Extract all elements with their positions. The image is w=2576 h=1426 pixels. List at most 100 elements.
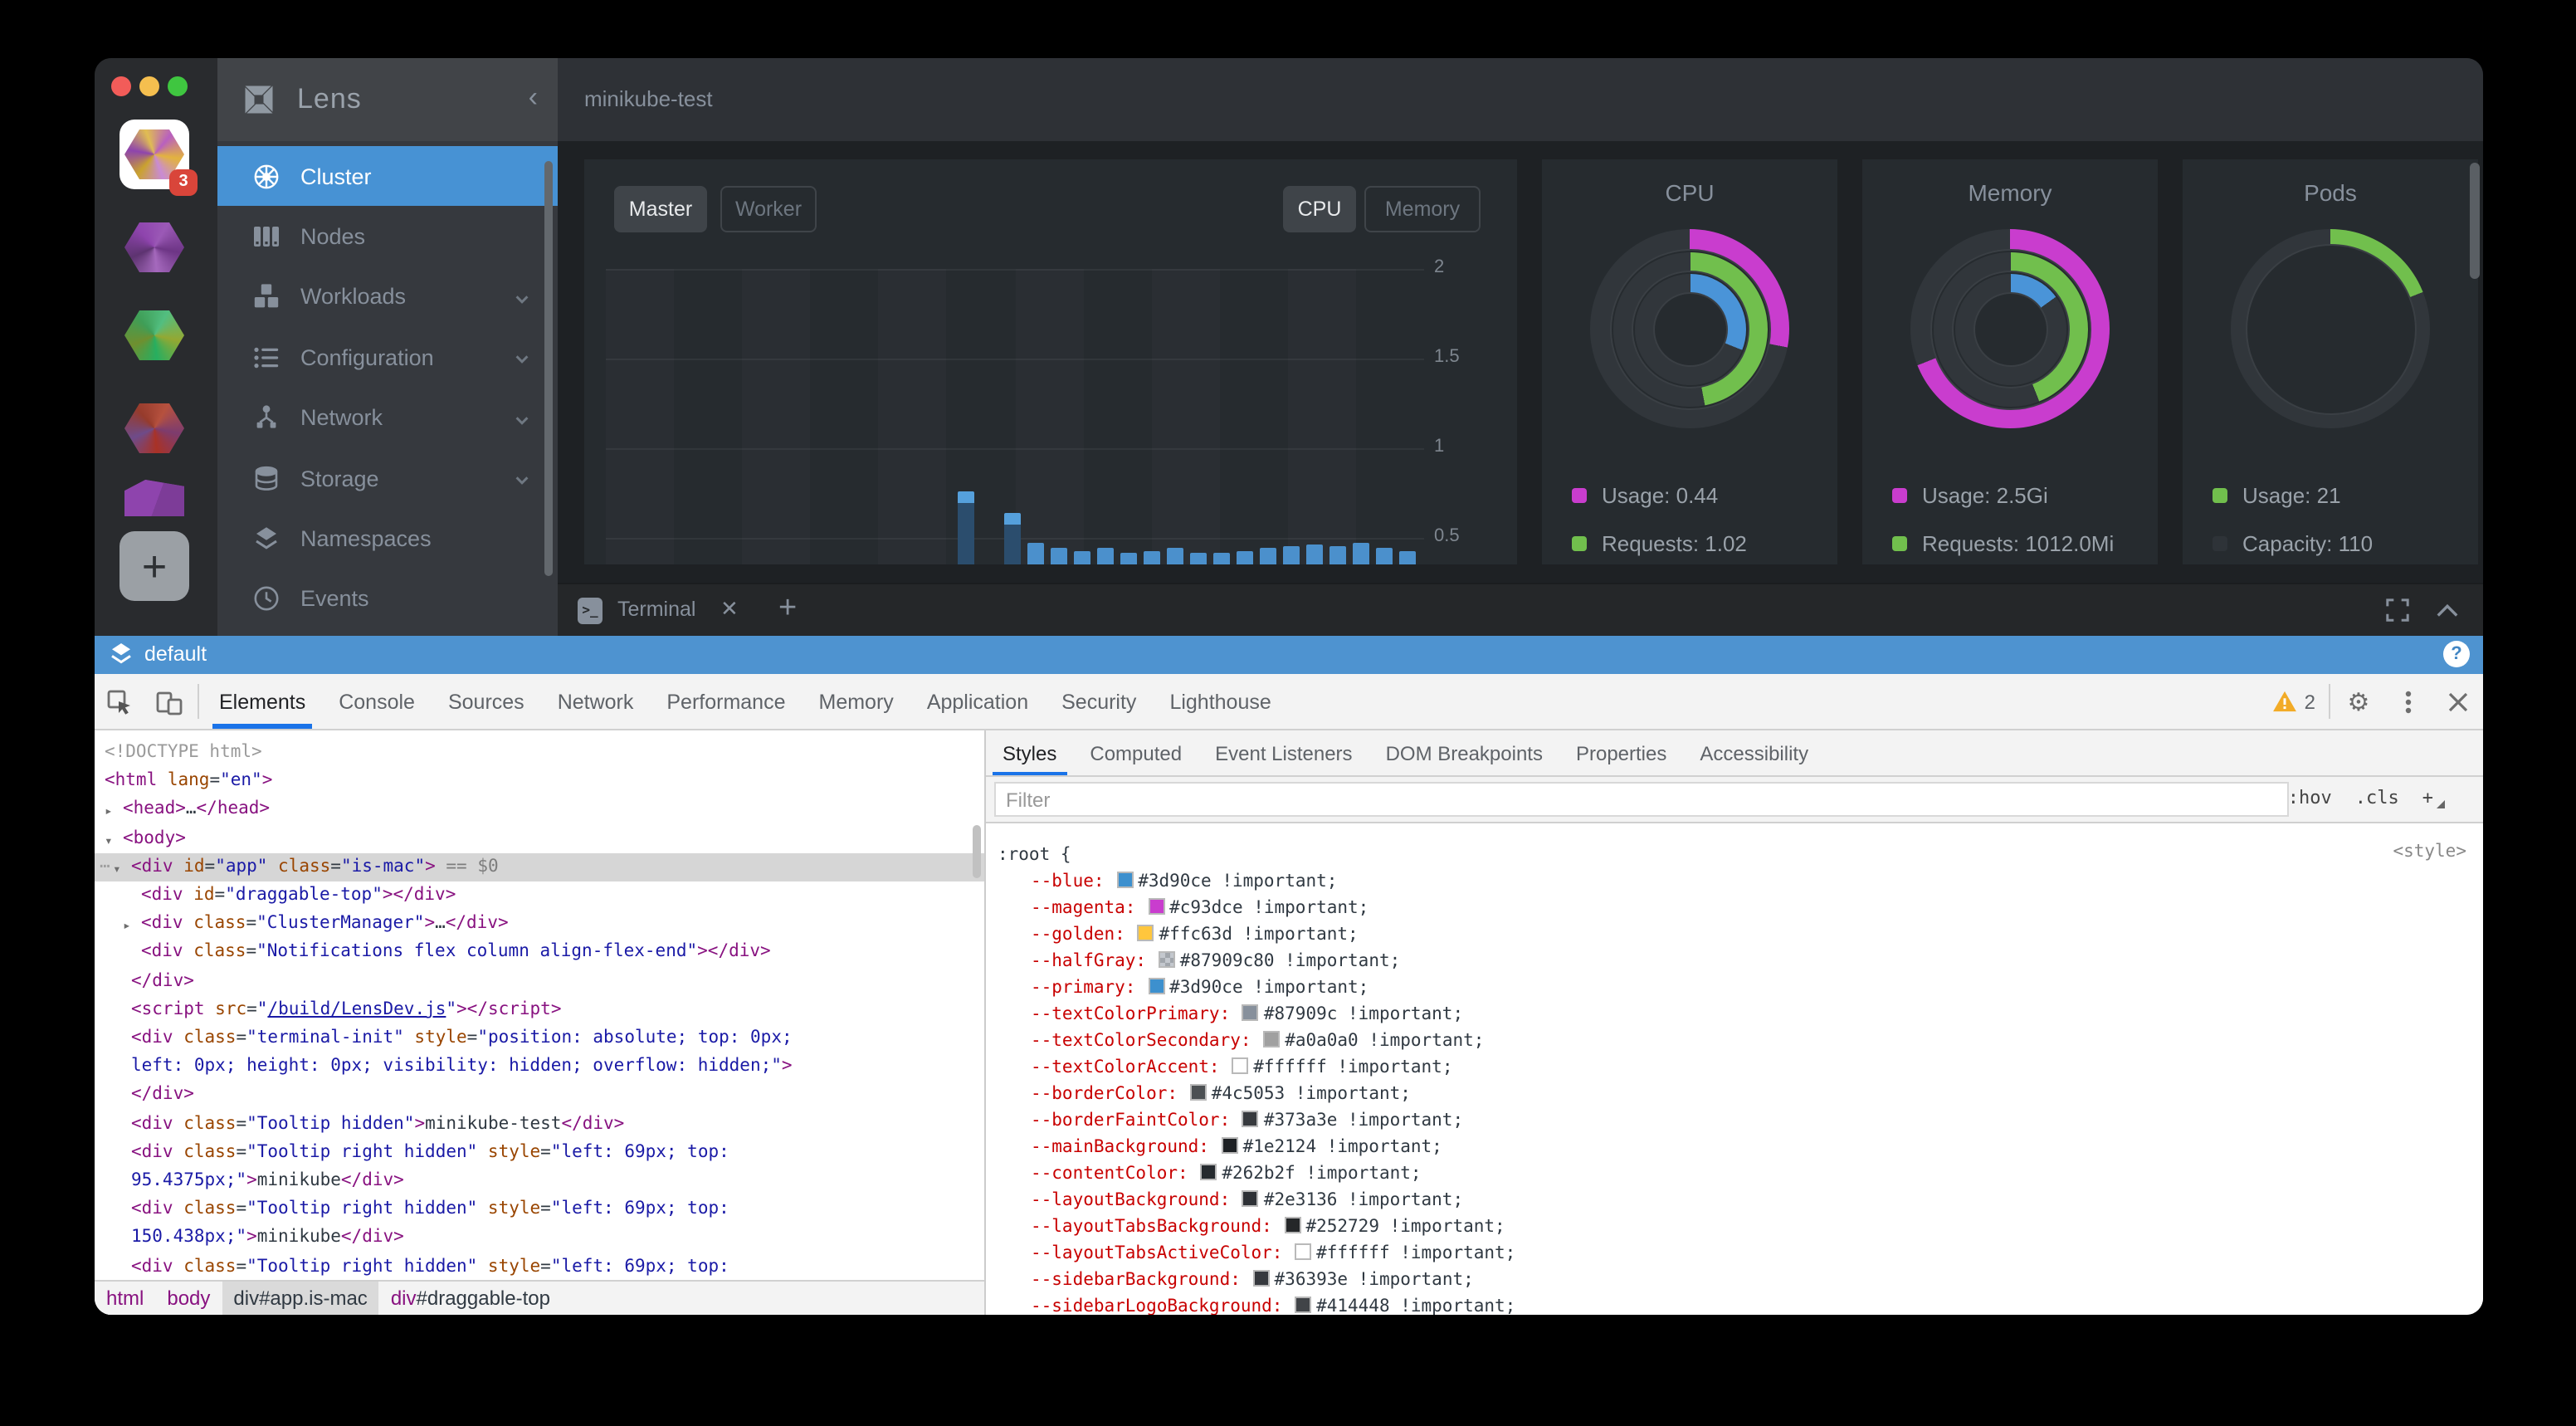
css-variable-row[interactable]: --textColorPrimary: #87909c !important; xyxy=(986,1001,2483,1028)
dom-tree-row[interactable]: <div class="Notifications flex column al… xyxy=(95,939,984,967)
css-property-value[interactable]: #3d90ce !important; xyxy=(1169,978,1369,998)
tab-lighthouse[interactable]: Lighthouse xyxy=(1169,690,1271,713)
content-scrollbar[interactable] xyxy=(2470,163,2480,279)
cluster-tile-active[interactable]: 3 xyxy=(120,120,198,196)
css-property-name[interactable]: --textColorPrimary: xyxy=(1031,1004,1231,1024)
css-variable-row[interactable]: --layoutBackground: #2e3136 !important; xyxy=(986,1187,2483,1214)
inspect-element-icon[interactable] xyxy=(95,674,144,729)
window-minimize-button[interactable] xyxy=(139,76,159,96)
css-variable-row[interactable]: --mainBackground: #1e2124 !important; xyxy=(986,1134,2483,1160)
sidebar-item-cluster[interactable]: Cluster xyxy=(217,146,558,207)
css-variable-row[interactable]: --textColorSecondary: #a0a0a0 !important… xyxy=(986,1028,2483,1054)
css-property-value[interactable]: #a0a0a0 !important; xyxy=(1285,1031,1485,1051)
breadcrumb-item[interactable]: body xyxy=(155,1282,222,1315)
dom-tree-row[interactable]: <div class="Tooltip hidden">minikube-tes… xyxy=(95,1110,984,1138)
chevron-down-icon[interactable] xyxy=(513,349,531,367)
css-variable-row[interactable]: --sidebarBackground: #36393e !important; xyxy=(986,1267,2483,1293)
expand-arrow-icon[interactable]: ▸ xyxy=(123,918,131,934)
color-swatch[interactable] xyxy=(1148,898,1165,915)
devtools-menu-icon[interactable] xyxy=(2383,674,2433,729)
terminal-close-icon[interactable]: ✕ xyxy=(720,596,739,621)
color-swatch[interactable] xyxy=(1200,1164,1217,1180)
css-variable-row[interactable]: --magenta: #c93dce !important; xyxy=(986,895,2483,921)
metric-tab-cpu[interactable]: CPU xyxy=(1283,186,1356,232)
css-property-name[interactable]: --sidebarLogoBackground: xyxy=(1031,1297,1283,1315)
sidebar-item-namespaces[interactable]: Namespaces xyxy=(217,509,558,569)
terminal-icon[interactable]: >_ xyxy=(578,598,603,624)
color-swatch[interactable] xyxy=(1221,1137,1238,1154)
sidebar-item-network[interactable]: Network xyxy=(217,388,558,448)
tab-performance[interactable]: Performance xyxy=(666,690,786,713)
css-variable-row[interactable]: --golden: #ffc63d !important; xyxy=(986,921,2483,948)
terminal-add-icon[interactable]: + xyxy=(778,591,798,626)
color-swatch[interactable] xyxy=(1148,978,1165,994)
help-button[interactable]: ? xyxy=(2443,641,2470,667)
dom-tree-row[interactable]: ▸ <div class="ClusterManager">…</div> xyxy=(95,910,984,938)
pseudo-state-toggle[interactable]: :hov xyxy=(2287,787,2332,808)
color-swatch[interactable] xyxy=(1232,1057,1249,1074)
css-variable-row[interactable]: --contentColor: #262b2f !important; xyxy=(986,1160,2483,1187)
css-variable-row[interactable]: --sidebarLogoBackground: #414448 !import… xyxy=(986,1293,2483,1315)
color-swatch[interactable] xyxy=(1263,1031,1281,1048)
color-swatch[interactable] xyxy=(1189,1084,1207,1101)
panel-splitter[interactable] xyxy=(984,730,986,1315)
styles-tab-event-listeners[interactable]: Event Listeners xyxy=(1215,741,1353,764)
dom-tree-row[interactable]: <div class="Tooltip right hidden" style=… xyxy=(95,1196,984,1224)
window-zoom-button[interactable] xyxy=(168,76,188,96)
css-property-value[interactable]: #ffffff !important; xyxy=(1316,1243,1516,1263)
color-swatch[interactable] xyxy=(1242,1004,1259,1021)
css-property-name[interactable]: --magenta: xyxy=(1031,898,1136,918)
devtools-settings-icon[interactable]: ⚙ xyxy=(2347,688,2370,716)
tab-network[interactable]: Network xyxy=(557,690,634,713)
color-swatch[interactable] xyxy=(1242,1111,1259,1127)
css-property-value[interactable]: #1e2124 !important; xyxy=(1242,1137,1442,1157)
css-property-name[interactable]: --mainBackground: xyxy=(1031,1137,1209,1157)
color-swatch[interactable] xyxy=(1295,1243,1312,1260)
styles-tab-dom-breakpoints[interactable]: DOM Breakpoints xyxy=(1385,741,1543,764)
sidebar-item-configuration[interactable]: Configuration xyxy=(217,327,558,388)
metric-tab-memory[interactable]: Memory xyxy=(1364,186,1481,232)
css-property-value[interactable]: #373a3e !important; xyxy=(1263,1111,1464,1131)
css-variable-row[interactable]: --borderFaintColor: #373a3e !important; xyxy=(986,1107,2483,1134)
css-variable-row[interactable]: --halfGray: #87909c80 !important; xyxy=(986,948,2483,974)
css-property-name[interactable]: --sidebarBackground: xyxy=(1031,1270,1241,1290)
dom-tree-row[interactable]: <script src="/build/LensDev.js"></script… xyxy=(95,996,984,1024)
css-property-name[interactable]: --halfGray: xyxy=(1031,951,1147,971)
add-cluster-button[interactable]: + xyxy=(120,531,189,601)
css-property-value[interactable]: #ffffff !important; xyxy=(1253,1057,1453,1077)
cluster-tile-5[interactable] xyxy=(120,476,189,520)
breadcrumb-item[interactable]: html xyxy=(95,1282,155,1315)
styles-tab-accessibility[interactable]: Accessibility xyxy=(1700,741,1809,764)
styles-tab-styles[interactable]: Styles xyxy=(986,730,1073,775)
chevron-down-icon[interactable] xyxy=(513,470,531,488)
dom-tree-row[interactable]: <div id="draggable-top"></div> xyxy=(95,881,984,910)
breadcrumb-item[interactable]: div #draggable-top xyxy=(379,1282,562,1315)
sidebar-item-nodes[interactable]: Nodes xyxy=(217,207,558,267)
styles-tab-properties[interactable]: Properties xyxy=(1575,741,1667,764)
css-property-name[interactable]: --borderColor: xyxy=(1031,1084,1178,1104)
css-property-value[interactable]: #414448 !important; xyxy=(1316,1297,1516,1315)
css-property-name[interactable]: --primary: xyxy=(1031,978,1136,998)
css-variable-row[interactable]: --borderColor: #4c5053 !important; xyxy=(986,1081,2483,1107)
css-variable-row[interactable]: --layoutTabsActiveColor: #ffffff !import… xyxy=(986,1240,2483,1267)
css-property-name[interactable]: --layoutTabsBackground: xyxy=(1031,1217,1272,1237)
dom-tree-row[interactable]: 95.4375px;">minikube</div> xyxy=(95,1167,984,1195)
sidebar-item-workloads[interactable]: Workloads xyxy=(217,267,558,328)
css-variable-row[interactable]: --layoutTabsBackground: #252729 !importa… xyxy=(986,1214,2483,1240)
tab-sources[interactable]: Sources xyxy=(447,690,524,713)
color-swatch[interactable] xyxy=(1116,872,1134,888)
css-property-value[interactable]: #ffc63d !important; xyxy=(1159,925,1359,945)
sidebar-scrollbar[interactable] xyxy=(544,161,553,576)
css-property-value[interactable]: #3d90ce !important; xyxy=(1138,872,1338,891)
new-style-rule-button[interactable]: + xyxy=(2422,787,2444,808)
elements-scrollbar[interactable] xyxy=(973,825,981,878)
color-swatch[interactable] xyxy=(1252,1270,1270,1287)
dom-tree-row[interactable]: <div class="terminal-init" style="positi… xyxy=(95,1024,984,1052)
tab-console[interactable]: Console xyxy=(339,690,415,713)
terminal-tab[interactable]: Terminal xyxy=(617,598,696,621)
css-property-name[interactable]: --blue: xyxy=(1031,872,1105,891)
namespace-statusbar[interactable]: default ? xyxy=(95,636,2483,674)
css-variable-row[interactable]: --primary: #3d90ce !important; xyxy=(986,974,2483,1001)
collapse-arrow-icon[interactable]: ▾ xyxy=(105,833,113,848)
terminal-expand-icon[interactable] xyxy=(2435,601,2460,619)
